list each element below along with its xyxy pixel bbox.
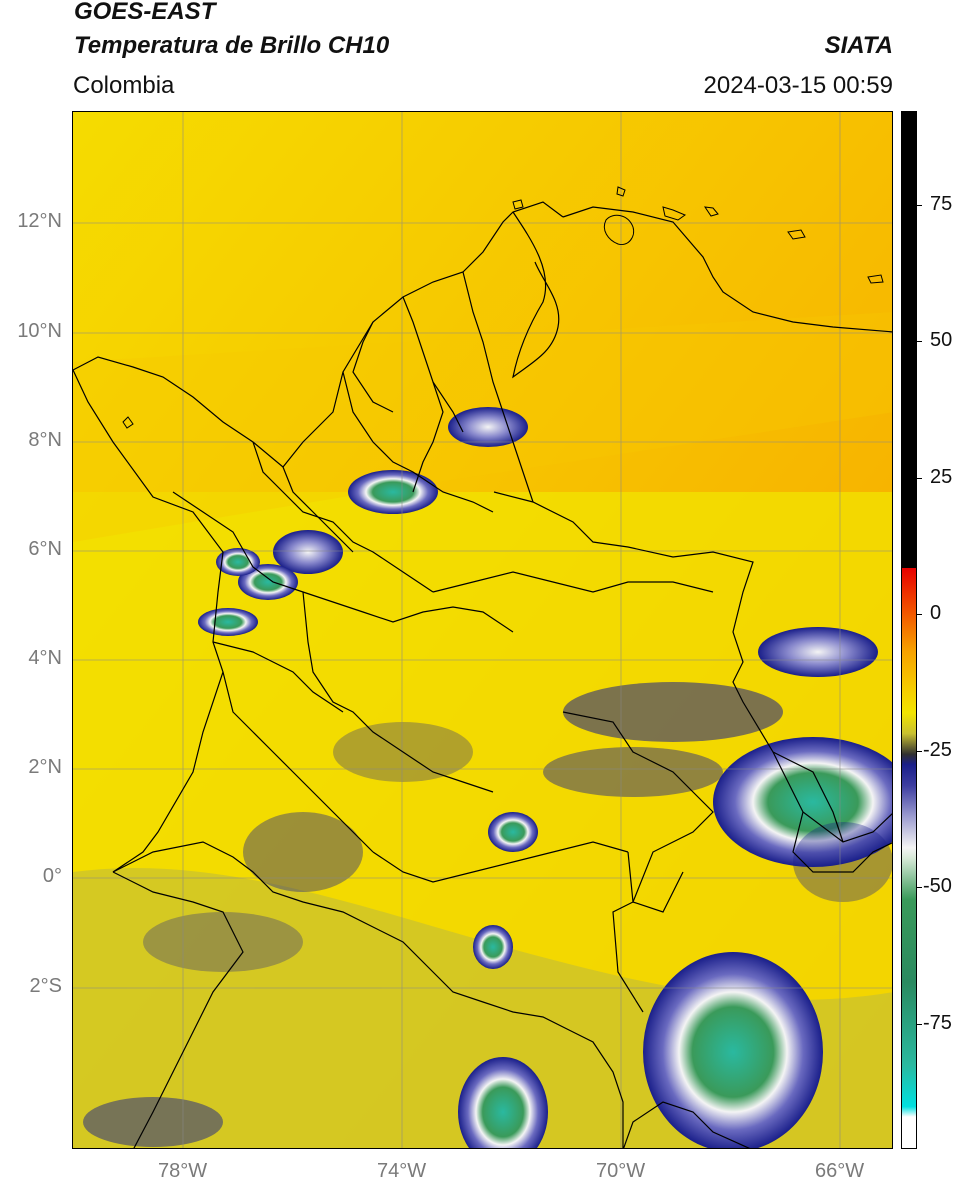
colorbar-tick-label: -25 [923,739,952,761]
colorbar-tick-mark [917,205,922,206]
colorbar-tick-mark [917,1024,922,1025]
datetime-label: 2024-03-15 00:59 [703,72,894,99]
satellite-title: GOES-EAST [74,0,216,25]
lat-tick-label: 6°N [28,538,62,560]
lon-tick-label: 66°W [815,1160,865,1182]
islands [122,186,884,429]
lon-tick-label: 78°W [158,1160,208,1182]
lon-tick-label: 70°W [596,1160,646,1182]
graticule [73,112,892,1148]
lat-tick-label: 2°S [29,975,62,997]
lon-tick-label: 74°W [377,1160,427,1182]
product-title: Temperatura de Brillo CH10 [74,32,390,59]
colorbar-tick-mark [917,341,922,342]
agency-label: SIATA [824,32,893,59]
colorbar-tick-mark [917,751,922,752]
political-borders [73,201,892,1148]
temperature-colorbar [901,111,917,1149]
region-label: Colombia [73,72,175,99]
lat-tick-label: 2°N [28,756,62,778]
lat-tick-label: 8°N [28,429,62,451]
brightness-temperature-map [72,111,893,1149]
colorbar-tick-label: -50 [923,875,952,897]
lat-tick-label: 4°N [28,647,62,669]
colorbar-tick-label: 75 [930,193,953,215]
lat-tick-label: 10°N [17,320,62,342]
colorbar-tick-label: 25 [930,466,953,488]
colorbar-tick-label: 50 [930,329,953,351]
colorbar-tick-label: -75 [923,1012,952,1034]
cloud-clusters [83,407,892,1148]
lat-tick-label: 0° [42,865,62,887]
lat-tick-label: 12°N [17,210,62,232]
colorbar-tick-mark [917,478,922,479]
map-canvas [73,112,892,1148]
colorbar-tick-mark [917,887,922,888]
colorbar-tick-mark [917,614,922,615]
colorbar-tick-label: 0 [930,602,942,624]
